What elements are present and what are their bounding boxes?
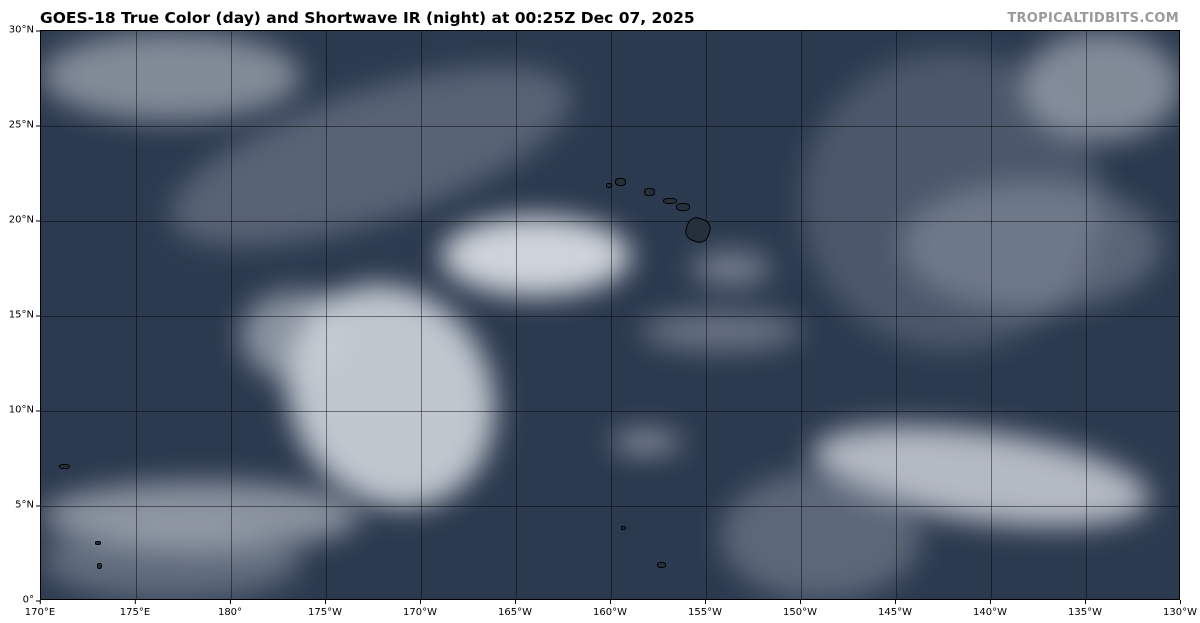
lon-label: 130°W xyxy=(1163,600,1197,618)
island-molokai xyxy=(663,198,677,204)
lon-label: 175°E xyxy=(119,600,151,618)
lat-label: 15°N xyxy=(8,309,41,321)
lon-label: 140°W xyxy=(973,600,1007,618)
island-maui xyxy=(676,203,690,211)
lon-label: 165°W xyxy=(498,600,532,618)
cloud-mass xyxy=(721,471,921,599)
island-big-island xyxy=(682,214,714,246)
lat-label: 5°N xyxy=(15,499,40,511)
cloud-mass xyxy=(691,251,771,286)
lon-label: 170°W xyxy=(403,600,437,618)
island-niihau xyxy=(606,183,612,188)
island-kauai xyxy=(615,178,626,186)
lon-label: 175°W xyxy=(308,600,342,618)
cloud-mass xyxy=(41,521,301,599)
cloud-mass xyxy=(901,181,1161,311)
cloud-mass xyxy=(41,31,301,121)
lon-label: 170°E xyxy=(24,600,56,618)
lon-label: 160°W xyxy=(593,600,627,618)
island-marshall xyxy=(59,464,70,469)
lon-label: 145°W xyxy=(878,600,912,618)
lon-label: 155°W xyxy=(688,600,722,618)
cloud-mass xyxy=(801,51,1101,351)
cloud-mass xyxy=(611,431,681,453)
lat-label: 10°N xyxy=(8,404,41,416)
island-small xyxy=(621,526,626,530)
cloud-mass xyxy=(1021,31,1179,141)
lat-label: 20°N xyxy=(8,214,41,226)
map-title: GOES-18 True Color (day) and Shortwave I… xyxy=(40,9,695,27)
satellite-map xyxy=(40,30,1180,600)
island-oahu xyxy=(644,188,655,196)
island-small xyxy=(95,541,101,545)
lat-label: 0° xyxy=(22,594,41,606)
watermark: TROPICALTIDBITS.COM xyxy=(1007,11,1179,26)
lon-label: 150°W xyxy=(783,600,817,618)
cloud-mass xyxy=(441,216,631,296)
lon-label: 135°W xyxy=(1068,600,1102,618)
cloud-mass xyxy=(641,311,801,351)
lat-label: 25°N xyxy=(8,119,41,131)
cloud-mass xyxy=(241,291,351,381)
lat-label: 30°N xyxy=(8,24,41,36)
island-kiribati xyxy=(657,562,666,568)
lon-label: 180° xyxy=(217,600,243,618)
island-small xyxy=(97,563,102,569)
cloud-mass xyxy=(41,481,361,551)
